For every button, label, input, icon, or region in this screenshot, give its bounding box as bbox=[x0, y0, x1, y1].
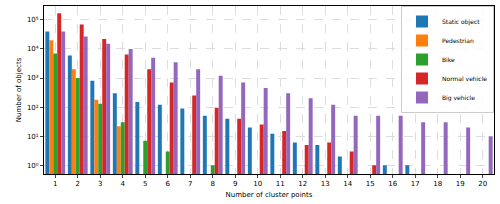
svg-text:Normal vehicle: Normal vehicle bbox=[442, 75, 487, 82]
svg-text:13: 13 bbox=[321, 180, 330, 188]
svg-text:Big vehicle: Big vehicle bbox=[442, 94, 475, 102]
svg-text:9: 9 bbox=[233, 180, 237, 188]
svg-text:7: 7 bbox=[188, 180, 192, 188]
svg-text:17: 17 bbox=[411, 180, 420, 188]
svg-text:5: 5 bbox=[143, 180, 147, 188]
svg-text:10³: 10³ bbox=[27, 74, 39, 82]
svg-text:Pedestrian: Pedestrian bbox=[442, 37, 474, 44]
svg-text:2: 2 bbox=[76, 180, 80, 188]
svg-text:20: 20 bbox=[478, 180, 487, 188]
svg-text:6: 6 bbox=[166, 180, 171, 188]
svg-text:19: 19 bbox=[456, 180, 465, 188]
svg-text:11: 11 bbox=[276, 180, 285, 188]
svg-text:3: 3 bbox=[98, 180, 102, 188]
svg-text:Bike: Bike bbox=[442, 56, 455, 63]
svg-text:10⁰: 10⁰ bbox=[27, 162, 39, 170]
svg-text:10¹: 10¹ bbox=[27, 133, 39, 141]
svg-text:Number of cluster points: Number of cluster points bbox=[226, 191, 313, 199]
svg-text:4: 4 bbox=[121, 180, 126, 188]
svg-text:10⁵: 10⁵ bbox=[27, 16, 39, 24]
svg-text:12: 12 bbox=[298, 180, 307, 188]
svg-text:Static object: Static object bbox=[442, 18, 480, 26]
svg-text:10: 10 bbox=[253, 180, 262, 188]
svg-text:10⁴: 10⁴ bbox=[27, 45, 39, 53]
svg-text:14: 14 bbox=[343, 180, 352, 188]
svg-text:8: 8 bbox=[211, 180, 215, 188]
svg-text:Number of objects: Number of objects bbox=[15, 57, 23, 122]
svg-text:10²: 10² bbox=[27, 104, 39, 112]
svg-text:18: 18 bbox=[433, 180, 442, 188]
svg-text:1: 1 bbox=[53, 180, 57, 188]
svg-text:16: 16 bbox=[388, 180, 397, 188]
svg-text:15: 15 bbox=[366, 180, 375, 188]
